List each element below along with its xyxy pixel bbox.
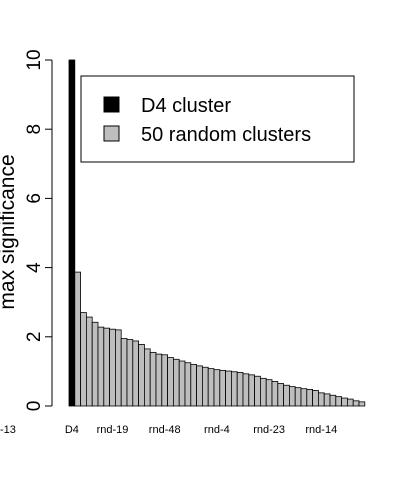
bar-random-cluster-23 xyxy=(201,366,209,407)
legend-box xyxy=(80,75,355,163)
legend-swatch xyxy=(103,125,120,142)
x-tick-label: D4 xyxy=(65,424,79,436)
bar-random-cluster-13 xyxy=(143,348,151,407)
x-tick-label: rnd-14 xyxy=(305,424,337,436)
bar-random-cluster-3 xyxy=(86,316,93,407)
bar-random-cluster-17 xyxy=(167,357,174,407)
bar-random-cluster-43 xyxy=(317,392,325,407)
bar-random-cluster-45 xyxy=(329,394,337,407)
bar-random-cluster-37 xyxy=(283,384,290,407)
bar-d4-cluster xyxy=(68,59,76,407)
y-tick-label: 6 xyxy=(24,193,45,204)
bar-random-cluster-25 xyxy=(213,369,221,407)
bar-random-cluster-6 xyxy=(103,327,111,407)
bar-random-cluster-29 xyxy=(236,372,244,407)
x-tick-label: rnd-4 xyxy=(204,424,230,436)
bars-group xyxy=(68,59,366,407)
bar-random-cluster-9 xyxy=(120,338,128,407)
bar-random-cluster-19 xyxy=(178,360,186,407)
bar-random-cluster-31 xyxy=(248,374,256,407)
y-axis-label: max significance xyxy=(0,154,19,309)
legend-swatch xyxy=(103,96,120,113)
bar-random-cluster-22 xyxy=(196,365,203,407)
bar-random-cluster-15 xyxy=(155,353,163,407)
bar-random-cluster-40 xyxy=(300,388,308,407)
y-tick-label: 2 xyxy=(24,332,45,343)
x-axis-labels: D4 rnd-19 rnd-48 rnd-4 rnd-23 rnd-14 rnd-13 xyxy=(0,424,337,436)
bar-random-cluster-30 xyxy=(242,373,250,407)
x-tick-label: rnd-13 xyxy=(0,424,16,436)
x-tick-label: rnd-19 xyxy=(97,424,129,436)
y-axis: 0 2 4 6 8 10 xyxy=(24,49,53,412)
y-tick-label: 10 xyxy=(24,49,45,70)
bar-random-cluster-44 xyxy=(323,393,331,407)
y-tick-label: 4 xyxy=(24,262,45,273)
bar-random-cluster-35 xyxy=(271,381,279,407)
bar-random-cluster-38 xyxy=(288,386,296,407)
bar-random-cluster-42 xyxy=(312,390,319,407)
bar-random-cluster-16 xyxy=(161,354,169,407)
bar-random-cluster-4 xyxy=(91,321,99,407)
legend-label: 50 random clusters xyxy=(141,124,311,146)
bar-random-cluster-27 xyxy=(225,370,232,407)
legend: D4 cluster 50 random clusters xyxy=(80,75,355,163)
bar-random-cluster-8 xyxy=(115,329,122,407)
bar-random-cluster-1 xyxy=(74,271,82,407)
bar-random-cluster-7 xyxy=(109,328,116,407)
bar-random-cluster-36 xyxy=(277,383,284,407)
bar-random-cluster-49 xyxy=(352,400,360,407)
bar-random-cluster-46 xyxy=(335,396,342,407)
bar-random-cluster-48 xyxy=(346,398,354,407)
bar-random-cluster-20 xyxy=(184,362,192,407)
bar-random-cluster-11 xyxy=(132,340,140,407)
bar-random-cluster-14 xyxy=(149,351,157,407)
bar-random-cluster-47 xyxy=(341,397,348,407)
bar-random-cluster-18 xyxy=(172,358,180,407)
bar-random-cluster-34 xyxy=(265,379,273,407)
bar-random-cluster-24 xyxy=(207,368,215,407)
x-tick-label: rnd-48 xyxy=(149,424,181,436)
bar-random-cluster-28 xyxy=(230,371,238,407)
bar-random-cluster-50 xyxy=(358,401,366,407)
legend-label: D4 cluster xyxy=(141,95,231,117)
bar-random-cluster-33 xyxy=(259,377,267,407)
y-tick-label: 8 xyxy=(24,124,45,135)
bar-random-cluster-12 xyxy=(138,344,145,407)
bar-random-cluster-5 xyxy=(97,326,105,407)
bar-random-cluster-10 xyxy=(126,339,134,407)
bar-random-cluster-26 xyxy=(219,369,227,407)
bar-random-cluster-39 xyxy=(294,387,302,407)
bar-random-cluster-41 xyxy=(306,388,313,407)
x-tick-label: rnd-23 xyxy=(253,424,285,436)
bar-random-cluster-32 xyxy=(254,375,261,407)
bar-random-cluster-2 xyxy=(80,312,87,407)
bar-random-cluster-21 xyxy=(190,364,198,407)
y-tick-label: 0 xyxy=(24,401,45,412)
